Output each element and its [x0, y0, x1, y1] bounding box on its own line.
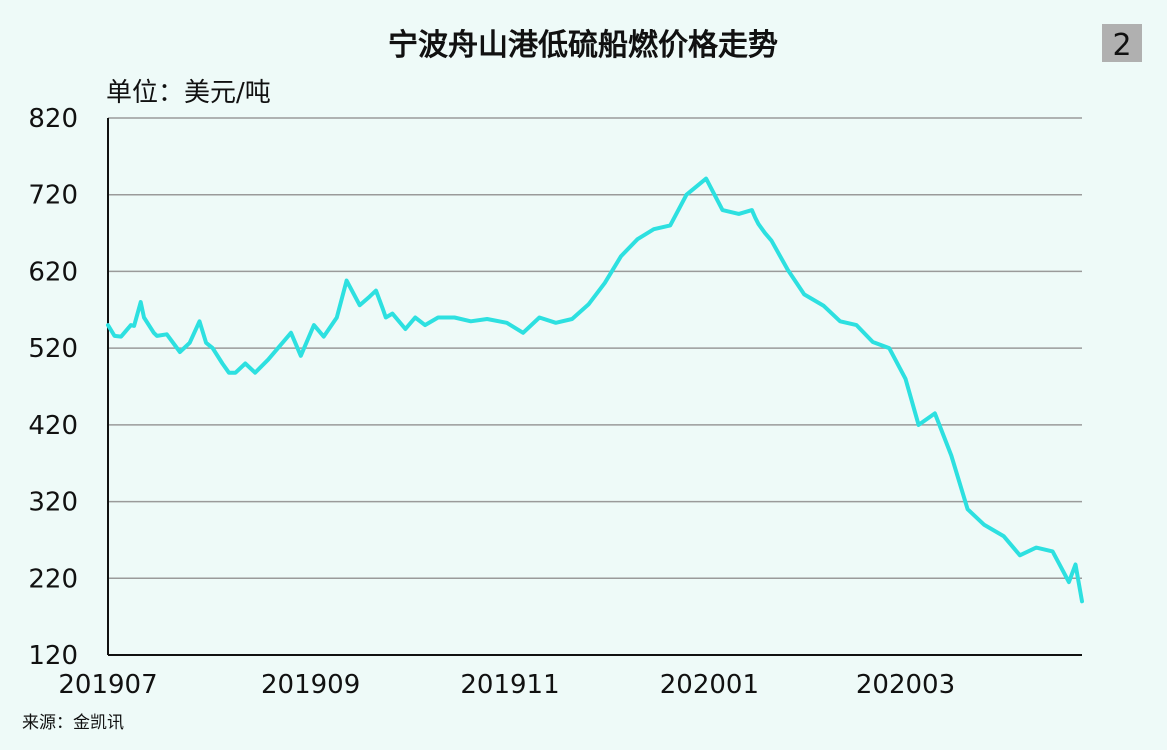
series — [106, 176, 1084, 604]
unit-label: 单位：美元/吨 — [106, 78, 271, 108]
x-tick-label: 202003 — [856, 670, 955, 700]
axes — [107, 118, 1082, 656]
y-tick-label: 820 — [28, 104, 78, 134]
y-tick-label: 120 — [28, 641, 78, 671]
series-line — [106, 176, 1084, 604]
x-tick-label: 201907 — [58, 670, 157, 700]
y-tick-label: 720 — [28, 181, 78, 211]
y-tick-label: 520 — [28, 334, 78, 364]
y-tick-label: 320 — [28, 488, 78, 518]
figure-badge: 2 — [1112, 28, 1131, 63]
x-tick-label: 201909 — [261, 670, 360, 700]
y-tick-label: 420 — [28, 411, 78, 441]
source-note: 来源：金凯讯 — [22, 713, 124, 733]
chart-title: 宁波舟山港低硫船燃价格走势 — [388, 28, 778, 63]
x-tick-label: 202001 — [660, 670, 759, 700]
x-tick-label: 201911 — [460, 670, 559, 700]
y-tick-labels: 820 720 620 520 420 320 220 120 — [28, 104, 78, 671]
y-tick-label: 620 — [28, 257, 78, 287]
gridlines — [108, 117, 1082, 580]
y-tick-label: 220 — [28, 564, 78, 594]
figure-badge-box — [1102, 24, 1142, 62]
x-tick-labels: 201907 201909 201911 202001 202003 — [58, 670, 955, 700]
